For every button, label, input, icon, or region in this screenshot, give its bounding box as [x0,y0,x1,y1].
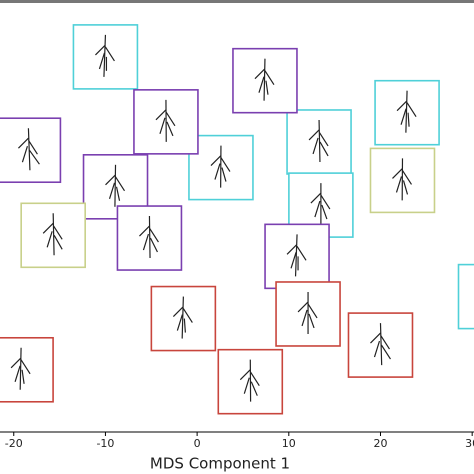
x-tick-label: 10 [282,437,296,450]
point-box [72,24,139,90]
plant-sketch [392,158,412,201]
plant-sketch [10,347,31,390]
plant-sketch [286,234,307,277]
plant-sketch [310,183,331,226]
point-box [0,117,62,184]
point-box [347,312,414,378]
thumbnail [264,223,330,290]
plant-sketch [95,34,115,77]
x-tick-label: 20 [373,437,387,450]
thumbnail [232,47,298,114]
thumbnail [133,89,199,155]
thumbnail [369,147,436,214]
thumbnail [347,312,414,378]
thumbnail [374,79,440,146]
thumbnail [20,202,86,269]
thumbnail [150,285,217,352]
top-spine [0,0,474,3]
plant-sketch [139,216,159,259]
thumbnail [0,117,62,184]
plant-sketch [239,359,260,402]
thumbnail [188,134,254,201]
plant-sketch [396,90,417,133]
plant-sketch [370,323,391,366]
thumbnail [72,24,139,90]
point-box [150,285,217,352]
plant-sketch [155,99,176,142]
x-tick-label: -20 [5,437,23,450]
point-box [0,336,54,403]
plant-sketch [105,164,126,207]
thumbnail [0,336,54,403]
plant-sketch [17,128,40,171]
x-tick-label: 0 [194,437,201,450]
thumbnail [457,263,474,330]
point-box [457,263,474,330]
plant-sketch [42,213,63,256]
plant-sketch [210,145,231,188]
plant-sketch [297,291,318,334]
thumbnail [286,109,352,175]
x-tick-label: 30 [465,437,474,450]
plant-sketch [308,119,329,162]
thumbnail [217,348,284,415]
point-box [264,223,330,290]
thumbnail [116,205,183,271]
plant-sketch [172,296,193,339]
x-tick-label: -10 [96,437,114,450]
x-axis-label: MDS Component 1 [150,455,290,473]
thumbnail [275,281,341,347]
plant-sketch [254,58,275,101]
point-box [374,79,440,146]
